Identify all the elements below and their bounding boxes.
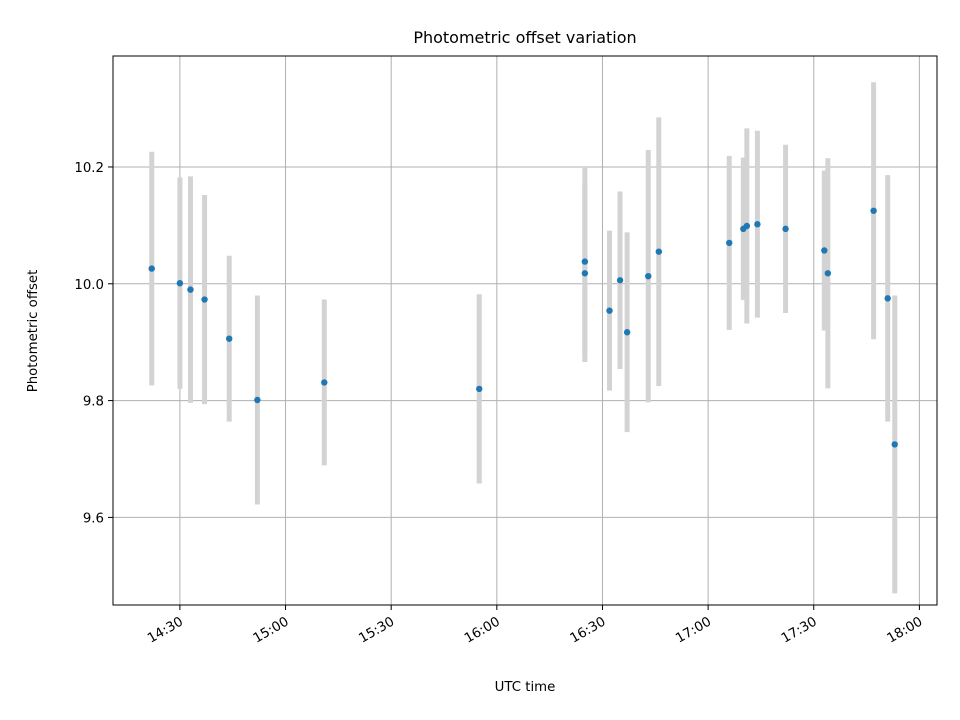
y-tick-label: 10.2 xyxy=(74,161,104,176)
y-axis-label: Photometric offset xyxy=(26,270,41,393)
data-point xyxy=(884,295,891,302)
y-tick-label: 10.0 xyxy=(74,278,104,293)
data-point xyxy=(606,307,613,314)
y-tick-label: 9.8 xyxy=(83,395,104,410)
data-point xyxy=(782,225,789,233)
data-point xyxy=(623,329,631,336)
data-point xyxy=(321,379,328,386)
y-tick-label: 9.6 xyxy=(83,511,104,526)
data-points xyxy=(148,207,898,448)
data-point xyxy=(743,222,751,230)
data-point xyxy=(201,296,208,303)
data-point xyxy=(754,221,761,228)
data-point xyxy=(891,441,898,448)
plot-area-frame xyxy=(112,55,938,606)
data-point xyxy=(655,248,663,255)
grid-lines xyxy=(113,56,937,605)
data-point xyxy=(824,270,832,277)
data-point xyxy=(726,239,733,247)
data-point xyxy=(148,265,155,272)
data-point xyxy=(176,279,184,287)
data-point xyxy=(616,277,624,284)
data-point xyxy=(581,270,589,277)
data-point xyxy=(870,207,877,214)
x-axis-label: UTC time xyxy=(495,680,556,695)
data-point xyxy=(226,335,233,342)
data-point xyxy=(476,385,483,393)
chart-title: Photometric offset variation xyxy=(413,28,636,47)
data-point xyxy=(187,286,194,293)
data-point xyxy=(581,258,589,265)
data-point xyxy=(821,247,828,254)
data-point xyxy=(254,396,261,404)
data-point xyxy=(645,272,652,280)
